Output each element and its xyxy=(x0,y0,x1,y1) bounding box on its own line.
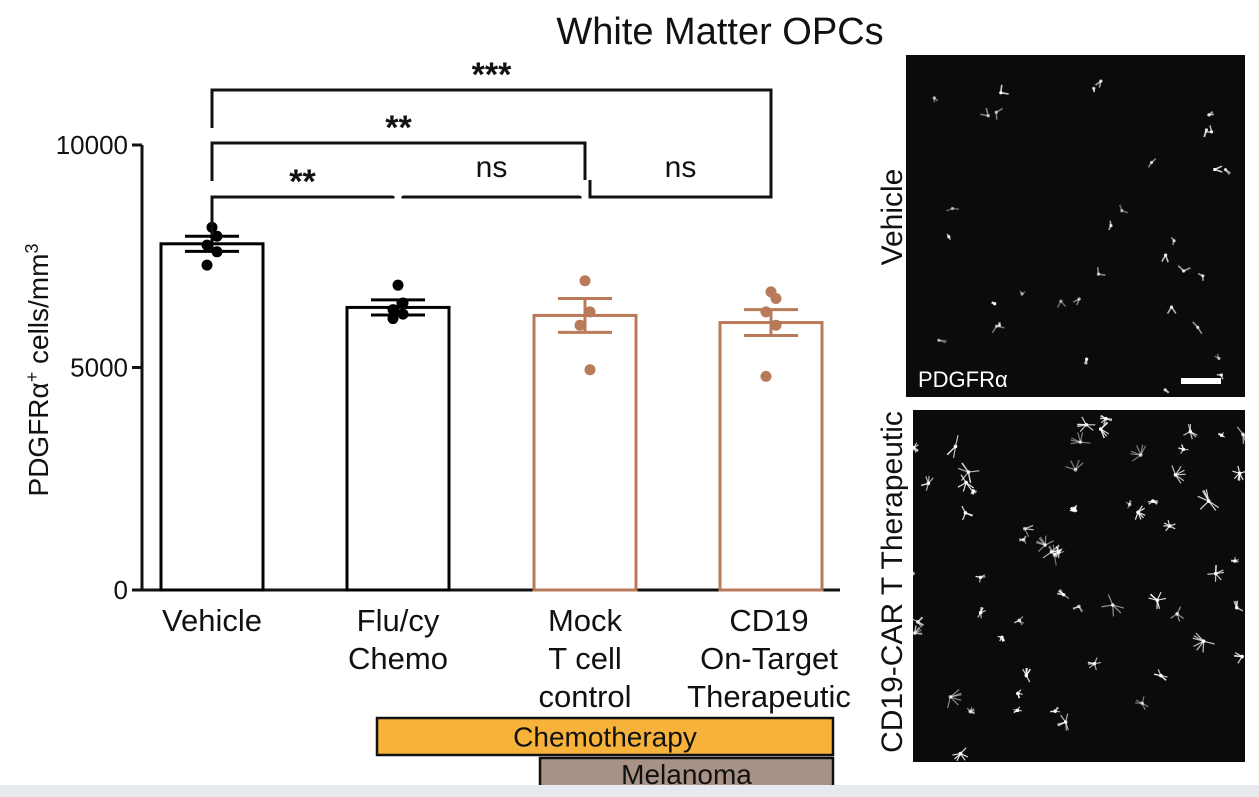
significance-label: ** xyxy=(289,163,316,201)
condition-bar-melanoma: Melanoma xyxy=(538,756,835,792)
stain-label: PDGFRα xyxy=(918,367,1008,392)
x-tick-labels: Vehicle Flu/cy Chemo Mock T cell control CD19 O… xyxy=(162,603,851,714)
condition-label: Chemotherapy xyxy=(513,722,697,753)
y-axis-label: PDGFRα+ cells/mm3 xyxy=(22,244,54,497)
micrograph-cells xyxy=(913,414,1245,762)
data-points xyxy=(201,221,782,382)
bar-4 xyxy=(718,321,824,592)
condition-label: Melanoma xyxy=(621,759,752,790)
data-point xyxy=(201,259,213,271)
significance-label: *** xyxy=(472,56,512,94)
significance-label: ns xyxy=(665,151,697,184)
comparison-bracket: ns xyxy=(588,151,773,199)
bottom-strip xyxy=(0,785,1259,797)
micrograph-row-label-car-t: CD19-CAR T Therapeutic xyxy=(876,411,909,753)
data-point xyxy=(760,370,772,382)
data-point xyxy=(584,306,596,318)
bar-2 xyxy=(345,305,451,592)
error-bar-1 xyxy=(185,234,239,253)
x-tick-label: Vehicle xyxy=(162,603,262,638)
data-point xyxy=(579,275,591,287)
micrograph-vehicle: PDGFRα xyxy=(906,55,1245,397)
figure-title: White Matter OPCs xyxy=(556,11,883,53)
bar-series xyxy=(159,242,824,592)
error-bar-2 xyxy=(371,298,425,317)
condition-bars: Chemotherapy Melanoma xyxy=(375,716,835,792)
significance-label: ** xyxy=(385,109,412,147)
error-bar-4 xyxy=(744,308,798,337)
data-point xyxy=(584,364,596,376)
error-bar-3 xyxy=(558,297,612,334)
chart-axes: 0 5000 10000 xyxy=(56,130,840,605)
y-tick-label: 0 xyxy=(114,575,128,605)
micrograph-cells xyxy=(932,79,1231,394)
condition-bar-chemotherapy: Chemotherapy xyxy=(375,716,835,757)
x-tick-label: Mock T cell control xyxy=(538,603,631,714)
scale-bar xyxy=(1181,378,1221,384)
significance-label: ns xyxy=(476,151,508,184)
significance-brackets: ** ns ns***** xyxy=(210,56,773,235)
error-bars xyxy=(185,234,798,337)
comparison-bracket: ns xyxy=(401,151,582,199)
comparison-bracket: ** xyxy=(210,109,587,181)
bar-1 xyxy=(159,242,265,592)
micrograph-row-label-vehicle: Vehicle xyxy=(876,169,909,266)
x-tick-label: Flu/cy Chemo xyxy=(348,603,448,676)
data-point xyxy=(392,279,404,291)
x-tick-label: CD19 On-Target Therapeutic xyxy=(687,603,851,714)
comparison-bracket: *** xyxy=(210,56,773,180)
data-point xyxy=(201,239,213,251)
bar-3 xyxy=(532,313,638,592)
data-point xyxy=(770,319,782,331)
micrograph-car-t xyxy=(913,410,1245,762)
data-point xyxy=(770,293,782,305)
y-tick-label: 5000 xyxy=(70,353,128,383)
data-point xyxy=(574,319,586,331)
comparison-bracket: ** xyxy=(210,163,395,235)
y-tick-label: 10000 xyxy=(56,130,128,160)
data-point xyxy=(387,304,399,316)
